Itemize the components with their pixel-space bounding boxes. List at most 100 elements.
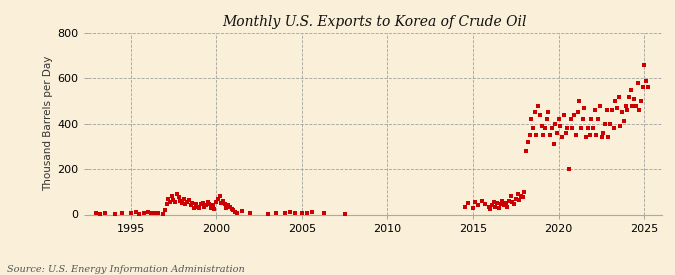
Point [583, 126, 593, 131]
Point [533, 103, 543, 108]
Point [641, 78, 651, 83]
Point [504, 199, 514, 203]
Point [302, 210, 313, 215]
Point [125, 211, 136, 216]
Point [195, 202, 206, 207]
Point [510, 196, 521, 201]
Point [558, 112, 569, 117]
Point [514, 197, 524, 202]
Point [524, 133, 535, 137]
Point [483, 204, 494, 209]
Point [204, 202, 215, 207]
Point [516, 194, 526, 199]
Point [110, 212, 121, 216]
Point [506, 194, 516, 199]
Point [142, 210, 153, 214]
Point [555, 124, 566, 128]
Point [545, 133, 556, 137]
Point [225, 204, 236, 209]
Point [550, 122, 561, 126]
Point [529, 110, 540, 115]
Point [182, 200, 192, 204]
Point [177, 201, 188, 205]
Point [614, 94, 624, 99]
Point [538, 133, 549, 137]
Point [543, 110, 554, 115]
Text: Source: U.S. Energy Information Administration: Source: U.S. Energy Information Administ… [7, 265, 244, 274]
Point [284, 210, 295, 214]
Point [462, 201, 473, 205]
Point [139, 210, 150, 215]
Point [601, 108, 612, 112]
Point [551, 131, 562, 135]
Point [216, 201, 227, 205]
Point [566, 117, 576, 122]
Point [175, 199, 186, 203]
Point [598, 131, 609, 135]
Point [165, 200, 176, 204]
Point [497, 199, 508, 203]
Point [163, 196, 173, 201]
Point [171, 192, 182, 196]
Point [91, 211, 102, 216]
Point [643, 85, 653, 90]
Point [624, 94, 634, 99]
Point [95, 212, 105, 216]
Point [589, 108, 600, 112]
Point [612, 106, 622, 110]
Point [591, 133, 602, 137]
Point [194, 205, 205, 210]
Point [493, 205, 504, 210]
Point [625, 87, 636, 92]
Point [230, 210, 240, 214]
Point [130, 210, 141, 214]
Point [223, 203, 234, 208]
Point [588, 126, 599, 131]
Point [577, 117, 588, 122]
Point [509, 202, 520, 207]
Point [477, 199, 487, 203]
Point [519, 190, 530, 194]
Point [541, 117, 552, 122]
Point [340, 212, 350, 216]
Point [199, 204, 210, 209]
Point [512, 192, 523, 196]
Point [232, 211, 242, 216]
Point [593, 117, 603, 122]
Point [586, 117, 597, 122]
Point [528, 126, 539, 131]
Point [637, 85, 648, 90]
Point [634, 108, 645, 112]
Point [185, 203, 196, 208]
Point [618, 119, 629, 124]
Point [146, 211, 157, 216]
Point [488, 200, 499, 204]
Point [580, 135, 591, 140]
Point [99, 210, 110, 215]
Point [168, 197, 179, 202]
Point [572, 110, 583, 115]
Point [502, 204, 513, 209]
Point [560, 131, 571, 135]
Point [134, 212, 144, 216]
Point [228, 208, 239, 212]
Point [296, 211, 307, 216]
Point [219, 202, 230, 207]
Point [197, 201, 208, 205]
Point [599, 122, 610, 126]
Point [214, 194, 225, 199]
Point [576, 126, 587, 131]
Point [207, 203, 218, 208]
Point [539, 126, 550, 131]
Point [153, 211, 163, 215]
Point [480, 202, 491, 207]
Point [211, 200, 221, 204]
Point [468, 205, 479, 210]
Point [319, 211, 329, 216]
Point [608, 126, 619, 131]
Point [209, 207, 220, 211]
Point [192, 204, 202, 209]
Point [221, 205, 232, 210]
Point [217, 199, 228, 203]
Point [245, 211, 256, 216]
